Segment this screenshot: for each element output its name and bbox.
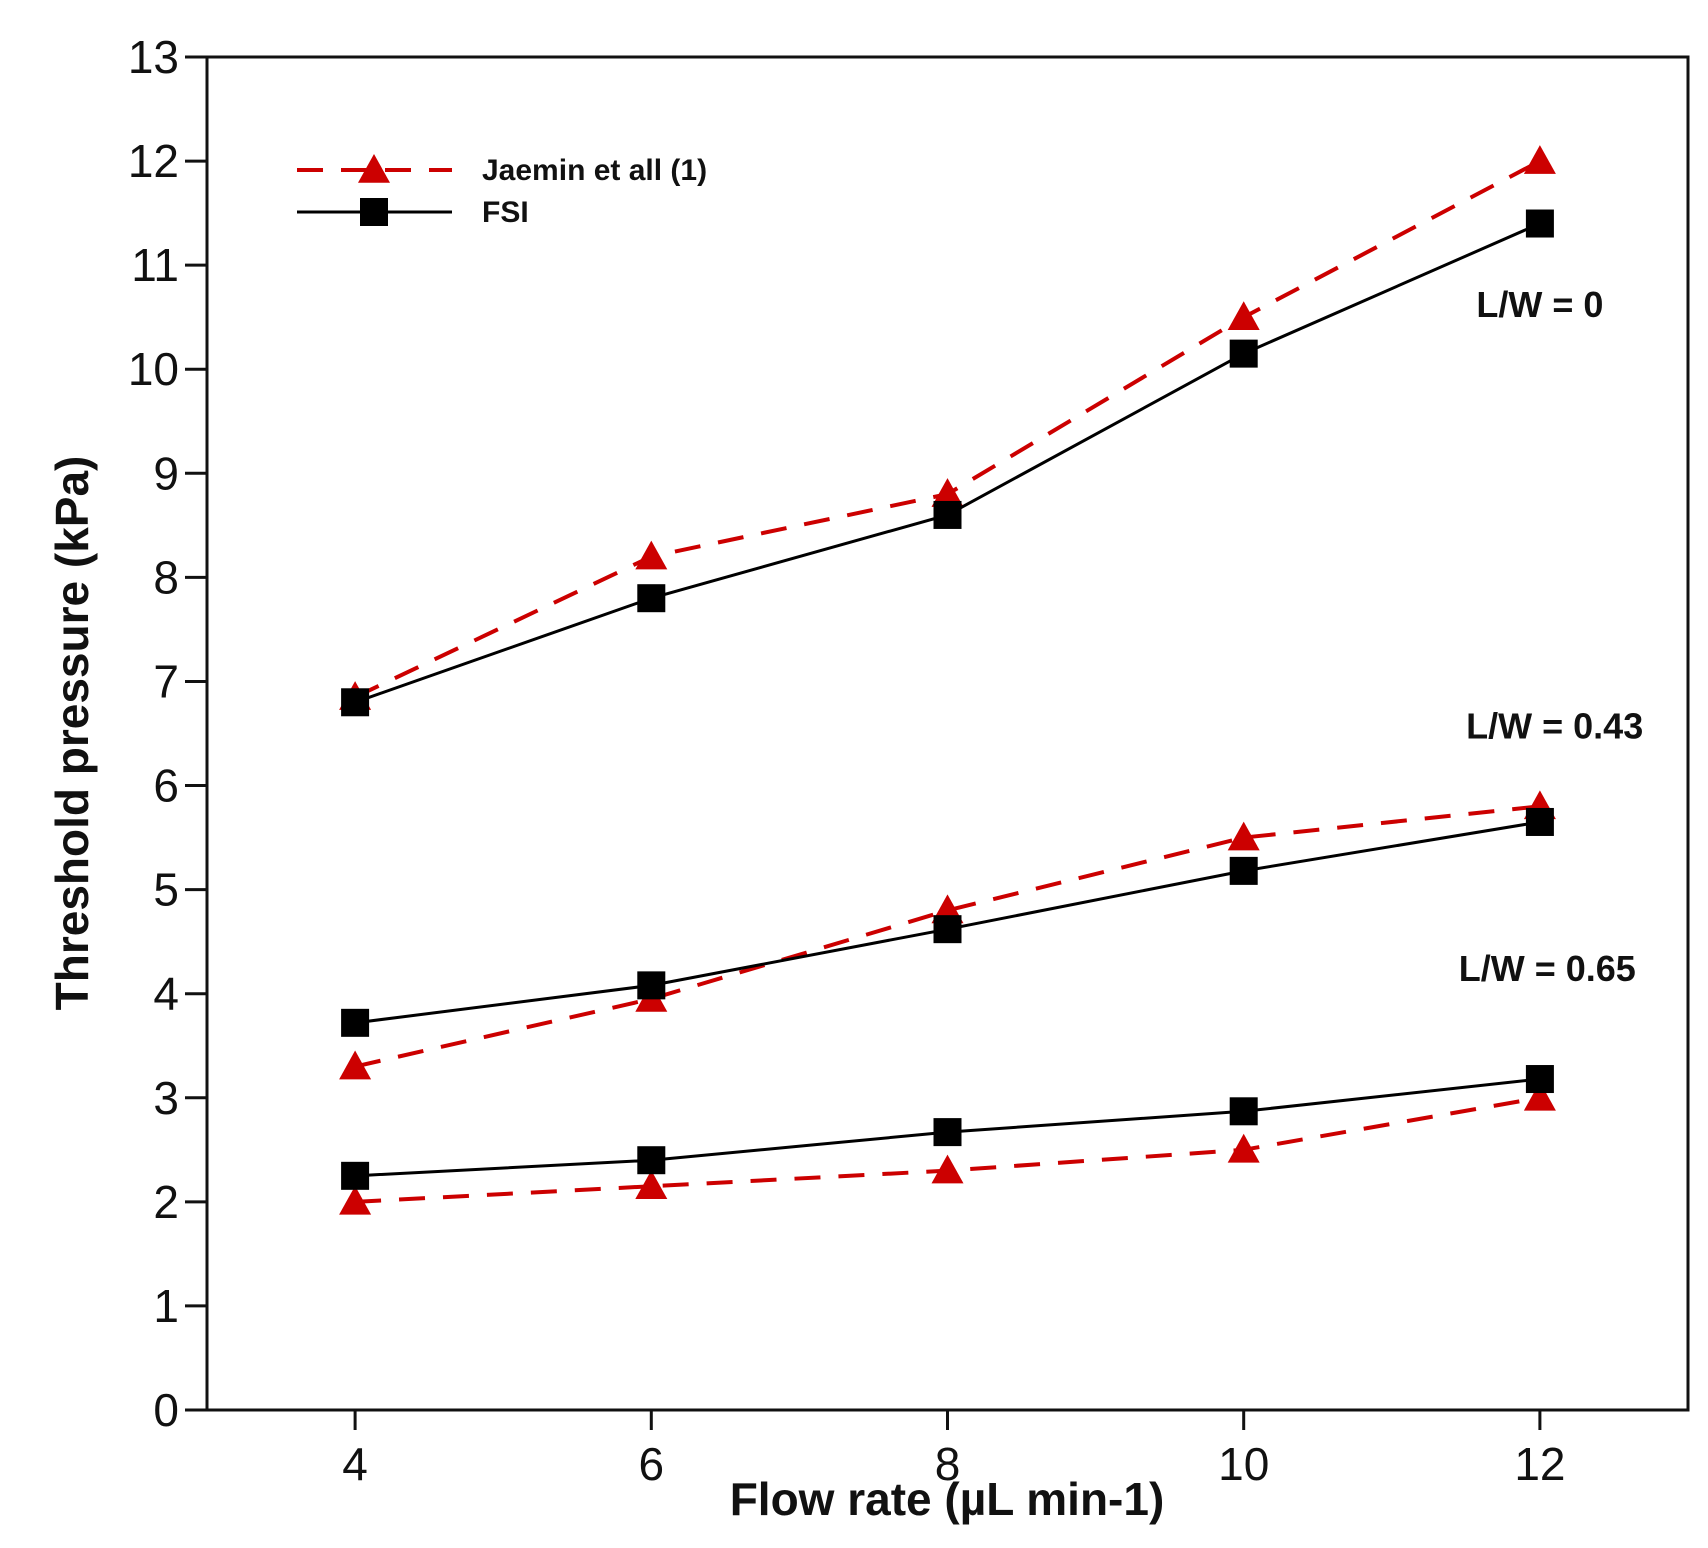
y-axis-title: Threshold pressure (kPa) [46,456,98,1011]
y-tick-label: 9 [153,447,179,499]
y-tick-label: 11 [131,239,179,291]
y-tick-label: 8 [153,551,179,603]
x-tick-label: 8 [935,1438,961,1490]
data-point-triangle [1227,821,1260,851]
data-point-triangle [339,1185,372,1215]
legend-marker-jaemin [358,154,390,183]
data-point-triangle [1227,301,1260,330]
data-point-square [637,971,666,1000]
data-point-triangle [931,1154,964,1184]
y-tick-label: 13 [128,31,179,83]
data-point-square [341,688,370,717]
series-fsi [341,209,1554,717]
y-tick-label: 5 [153,864,179,916]
group-annotation: L/W = 0.65 [1459,948,1636,989]
series-fsi [341,807,1554,1037]
data-point-square [1525,1065,1554,1094]
y-tick-label: 12 [128,135,179,187]
y-tick-label: 6 [153,760,179,812]
data-point-triangle [635,540,668,570]
legend: Jaemin et all (1) FSI [297,154,707,229]
y-tick-label: 10 [128,343,179,395]
y-tick-label: 4 [153,968,179,1020]
x-tick-label: 10 [1218,1438,1269,1490]
series-jaemin [339,1081,1556,1215]
legend-marker-fsi [360,198,388,226]
data-point-square [341,1161,370,1190]
y-tick-label: 1 [153,1280,179,1332]
group-annotation: L/W = 0.43 [1466,706,1643,747]
data-point-square [933,1118,962,1147]
data-point-square [637,1146,666,1175]
data-point-square [341,1008,370,1037]
x-tick-label: 6 [639,1438,665,1490]
y-tick-label: 2 [153,1176,179,1228]
data-point-square [1229,1097,1258,1126]
annotation-layer: L/W = 0 L/W = 0.43 L/W = 0.65 [1459,284,1643,989]
series-layer [339,145,1556,1215]
y-tick-label: 7 [153,655,179,707]
series-jaemin [339,145,1556,710]
x-axis: 4 6 8 10 12 [342,1410,1565,1490]
legend-label: FSI [482,196,529,229]
series-line-jaemin [354,804,1541,1069]
data-point-triangle [1523,1081,1556,1111]
data-point-triangle [1227,1133,1260,1163]
data-point-square [933,915,962,944]
data-point-triangle [635,1170,668,1200]
data-point-triangle [931,478,964,507]
legend-label: Jaemin et all (1) [482,154,707,187]
x-tick-label: 12 [1514,1438,1565,1490]
data-point-triangle [1523,145,1556,174]
x-tick-label: 4 [342,1438,368,1490]
series-line-jaemin [354,1095,1541,1204]
data-point-square [1525,209,1554,238]
group-annotation: L/W = 0 [1476,284,1603,325]
y-tick-label: 3 [153,1072,179,1124]
data-point-triangle [339,1050,372,1080]
series-line-fsi [354,222,1541,704]
data-point-square [933,500,962,529]
series-fsi [341,1065,1554,1190]
data-point-square [1525,807,1554,836]
data-point-square [637,584,666,613]
x-axis-title: Flow rate (µL min-1) [730,1473,1165,1525]
data-point-square [1229,856,1258,885]
series-line-jaemin [354,159,1541,699]
y-tick-label: 0 [153,1384,179,1436]
data-point-square [1229,339,1258,368]
